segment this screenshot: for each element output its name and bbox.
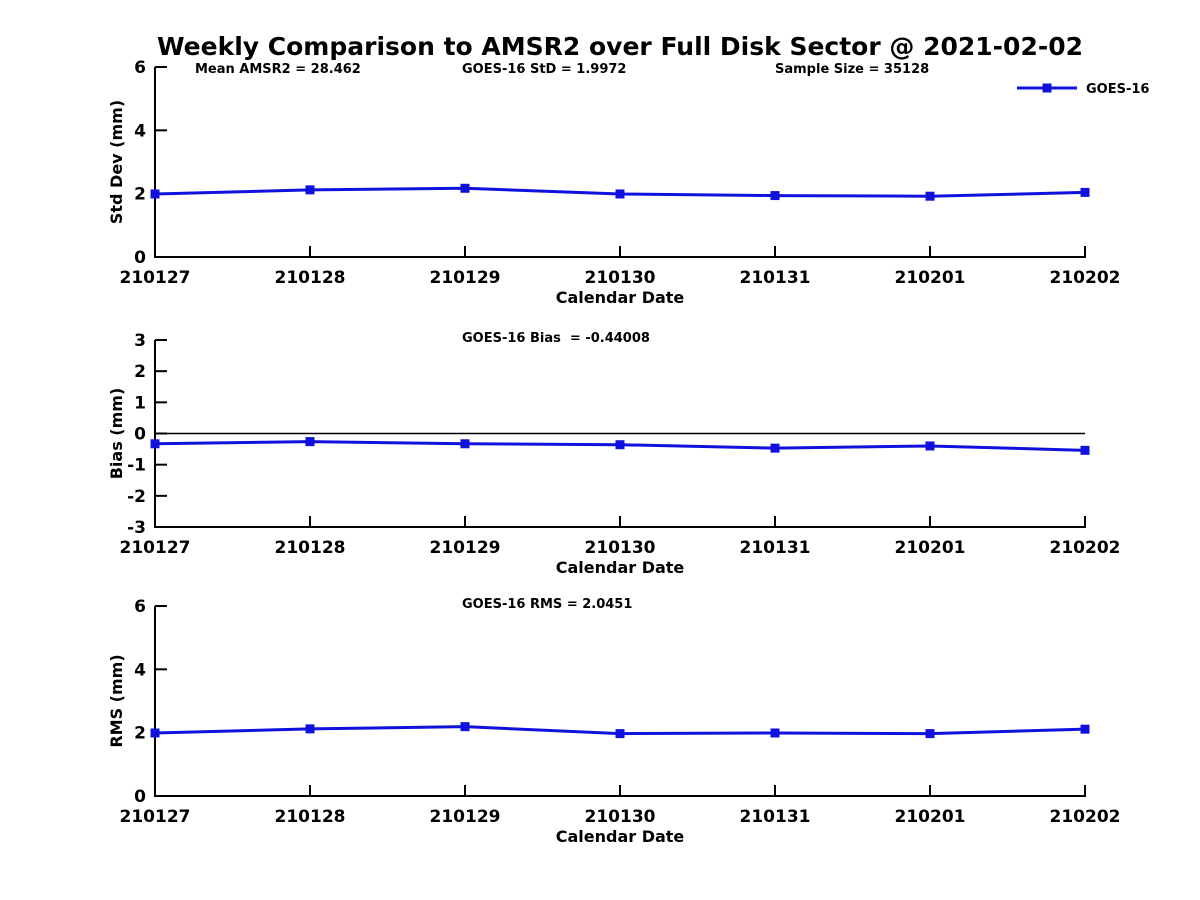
data-point xyxy=(305,185,315,195)
stat-annotation: GOES-16 RMS = 2.0451 xyxy=(462,597,632,612)
x-tick-label: 210201 xyxy=(895,807,966,827)
data-point xyxy=(925,191,935,201)
x-tick-label: 210129 xyxy=(430,807,501,827)
y-tick-label: -2 xyxy=(127,487,146,507)
y-tick-label: 4 xyxy=(134,121,146,141)
subplot-std_dev: 0 2 4 6 210127 210128 210129 210130 210131 210201… xyxy=(107,58,1149,307)
y-tick-label: 0 xyxy=(134,787,146,807)
x-tick-label: 210128 xyxy=(275,807,346,827)
legend-label: GOES-16 xyxy=(1086,82,1149,97)
data-point xyxy=(460,439,470,449)
stat-annotation: Sample Size = 35128 xyxy=(775,62,929,77)
x-tick-label: 210201 xyxy=(895,538,966,558)
x-tick-label: 210202 xyxy=(1050,268,1121,288)
data-point xyxy=(460,183,470,193)
x-tick-label: 210127 xyxy=(120,538,191,558)
data-point xyxy=(615,189,625,199)
data-point xyxy=(615,440,625,450)
x-tick-label: 210128 xyxy=(275,538,346,558)
y-tick-label: 2 xyxy=(134,185,146,205)
x-tick-label: 210130 xyxy=(585,268,656,288)
data-point xyxy=(150,439,160,449)
x-tick-label: 210131 xyxy=(740,807,811,827)
data-point xyxy=(1080,445,1090,455)
data-point xyxy=(1080,187,1090,197)
x-tick-label: 210202 xyxy=(1050,538,1121,558)
x-tick-label: 210127 xyxy=(120,268,191,288)
data-point xyxy=(305,437,315,447)
y-axis-label: Bias (mm) xyxy=(107,388,126,480)
x-tick-label: 210129 xyxy=(430,268,501,288)
data-point xyxy=(150,728,160,738)
data-point xyxy=(615,729,625,739)
x-axis-label: Calendar Date xyxy=(556,827,685,846)
y-axis-label: Std Dev (mm) xyxy=(107,100,126,224)
data-point xyxy=(460,722,470,732)
y-tick-label: 6 xyxy=(134,597,146,617)
y-tick-label: 2 xyxy=(134,362,146,382)
y-tick-label: 1 xyxy=(134,393,146,413)
data-point xyxy=(925,729,935,739)
subplot-bias: -3 -2 -1 0 1 2 3 210127 210128 210129 210130 210131… xyxy=(107,331,1120,577)
y-tick-label: 2 xyxy=(134,724,146,744)
y-tick-label: -3 xyxy=(127,518,146,538)
x-axis-label: Calendar Date xyxy=(556,558,685,577)
figure-title: Weekly Comparison to AMSR2 over Full Dis… xyxy=(156,32,1084,61)
x-tick-label: 210131 xyxy=(740,538,811,558)
y-tick-label: 0 xyxy=(134,248,146,268)
x-tick-label: 210130 xyxy=(585,538,656,558)
x-tick-label: 210129 xyxy=(430,538,501,558)
y-tick-label: 6 xyxy=(134,58,146,78)
stat-annotation: GOES-16 StD = 1.9972 xyxy=(462,62,626,77)
x-axis-label: Calendar Date xyxy=(556,288,685,307)
x-tick-label: 210127 xyxy=(120,807,191,827)
x-tick-label: 210201 xyxy=(895,268,966,288)
legend-marker-icon xyxy=(1042,83,1052,93)
stat-annotation: GOES-16 Bias = -0.44008 xyxy=(462,331,650,346)
y-tick-label: 3 xyxy=(134,331,146,351)
subplot-rms: 0 2 4 6 210127 210128 210129 210130 210131 210201… xyxy=(107,597,1120,846)
y-tick-label: 4 xyxy=(134,660,146,680)
data-point xyxy=(1080,724,1090,734)
y-tick-label: 0 xyxy=(134,425,146,445)
x-tick-label: 210128 xyxy=(275,268,346,288)
data-point xyxy=(305,724,315,734)
data-point xyxy=(925,441,935,451)
x-tick-label: 210202 xyxy=(1050,807,1121,827)
x-tick-label: 210130 xyxy=(585,807,656,827)
stat-annotation: Mean AMSR2 = 28.462 xyxy=(195,62,361,77)
data-point xyxy=(770,443,780,453)
y-axis-label: RMS (mm) xyxy=(107,654,126,747)
x-tick-label: 210131 xyxy=(740,268,811,288)
data-point xyxy=(150,189,160,199)
y-tick-label: -1 xyxy=(127,456,146,476)
data-point xyxy=(770,191,780,201)
data-point xyxy=(770,728,780,738)
